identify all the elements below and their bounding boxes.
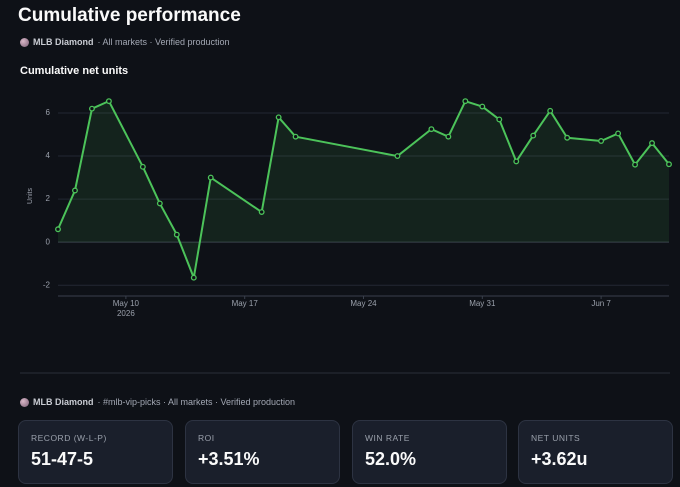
point [632,161,639,168]
point [530,132,537,139]
point [394,153,401,160]
point [615,130,622,137]
point [564,134,571,141]
chart-title: Cumulative net units [20,65,128,77]
point [666,161,672,168]
point [547,107,554,114]
stat-card: NET UNITS +3.62u [518,420,673,484]
y-tick-label: 0 [46,237,51,246]
point [513,158,520,165]
area [58,101,669,278]
point [598,138,605,144]
point [88,105,95,112]
point [190,274,197,281]
point [649,140,655,147]
y-tick-label: 2 [46,194,51,203]
point [207,174,214,181]
source-meta: · All markets · Verified production [97,37,230,47]
stat-card: RECORD (W-L-P) 51-47-5 [18,420,173,484]
y-axis-label: Units [27,188,34,204]
point [462,98,469,105]
point [445,133,452,140]
source-name: MLB Diamond [33,397,94,407]
x-tick-label: May 24 [350,299,377,308]
source-line: MLB Diamond · All markets · Verified pro… [20,37,230,47]
stat-label: RECORD (W-L-P) [31,433,107,443]
page-title: Cumulative performance [18,5,241,26]
x-tick-label: Jun 7 [591,299,611,308]
y-tick-label: 4 [46,151,51,160]
chart: Cumulative net units Units -2 0 2 4 6 May 102… [20,65,672,374]
x-year-label: 2026 [117,309,135,318]
stat-value: +3.51% [198,449,260,469]
stat-card: WIN RATE 52.0% [352,420,507,484]
point [55,226,61,233]
source-meta: · #mlb-vip-picks · All markets · Verifie… [97,397,296,407]
source-icon [20,397,29,407]
point [72,187,78,194]
point [292,133,299,140]
point [139,163,146,170]
stat-label: ROI [198,433,215,443]
source-name: MLB Diamond [33,37,94,47]
stat-value: 51-47-5 [31,449,94,469]
source-icon [20,37,29,47]
y-tick-label: -2 [43,280,51,289]
x-tick-label: May 10 [113,299,140,308]
point [428,126,435,133]
x-tick-label: May 17 [232,299,259,308]
stat-value: +3.62u [531,449,588,469]
stat-card: ROI +3.51% [185,420,340,484]
point [156,200,163,207]
point [479,103,486,110]
point [275,114,282,121]
x-tick-label: May 31 [469,299,496,308]
stat-value: 52.0% [365,449,417,469]
footer-line: MLB Diamond · #mlb-vip-picks · All marke… [20,397,295,407]
y-tick-label: 6 [46,108,51,117]
point [105,98,112,105]
point [173,231,180,238]
stat-label: NET UNITS [531,433,581,443]
stat-label: WIN RATE [365,433,410,443]
point [258,209,265,215]
point [496,116,503,123]
